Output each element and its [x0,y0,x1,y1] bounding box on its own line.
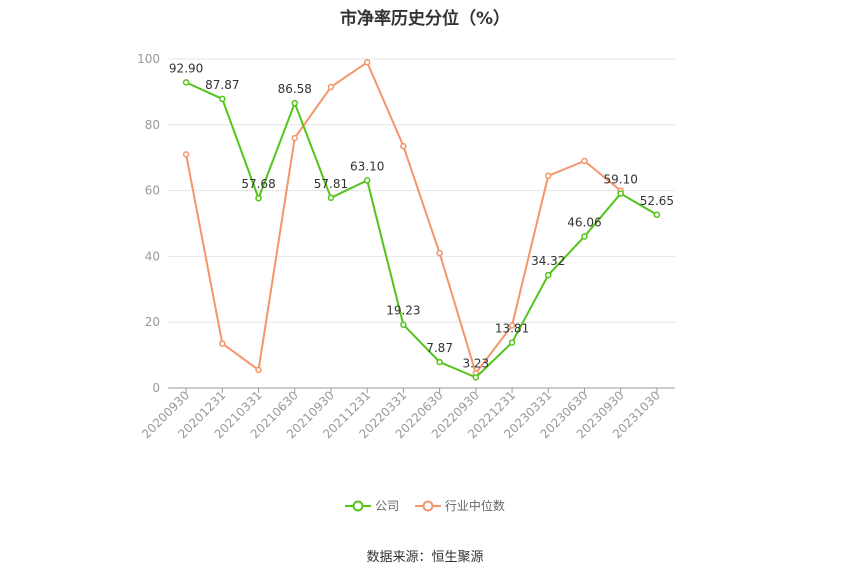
y-tick-label: 100 [137,52,160,66]
data-point [508,339,516,346]
data-point [363,177,371,184]
data-label: 92.90 [169,61,203,75]
data-point [545,172,552,180]
data-point [653,211,661,219]
legend-item-industry[interactable]: 行业中位数 [414,497,505,514]
legend-marker-company [345,500,372,511]
data-point [291,99,298,107]
data-point [400,142,407,150]
data-point [182,151,190,158]
data-point [291,134,298,142]
data-label: 7.87 [426,341,453,355]
data-point [327,194,335,202]
line-chart: 0204060801002020093020201231202103312021… [137,52,675,441]
data-label: 57.81 [314,177,348,191]
data-point [219,340,226,347]
data-source: 数据来源：恒生聚源 [366,550,484,565]
y-tick-label: 0 [152,381,160,395]
data-label: 63.10 [350,159,384,173]
data-label: 46.06 [567,215,601,229]
data-point [617,190,624,197]
y-tick-label: 20 [145,315,160,329]
y-tick-label: 60 [145,184,160,198]
legend-label-industry: 行业中位数 [444,499,505,513]
data-label: 57.68 [241,177,275,191]
data-label: 52.65 [640,194,674,208]
data-point [219,95,226,103]
series-line-0 [185,81,658,379]
data-point [472,374,480,381]
data-point [581,157,588,165]
legend: 公司 行业中位数 [0,497,850,515]
data-label: 34.32 [531,254,565,268]
data-label: 87.87 [205,78,239,92]
data-label: 19.23 [386,304,420,318]
data-label: 86.58 [278,82,312,96]
data-point [182,79,190,86]
data-label: 3.23 [462,356,489,370]
legend-item-company[interactable]: 公司 [345,497,399,514]
data-point [581,233,588,240]
data-label: 59.10 [603,173,637,187]
data-point [400,321,407,328]
chart-title: 市净率历史分位（%） [339,9,511,29]
data-point [255,366,262,374]
data-label: 13.81 [495,322,529,336]
data-point [508,322,516,329]
data-point [327,83,335,91]
data-point [255,194,262,202]
data-point [436,358,443,366]
y-tick-label: 80 [145,118,160,132]
data-point [436,249,443,257]
legend-label-company: 公司 [375,499,400,513]
data-point [545,271,552,279]
y-tick-label: 40 [145,249,160,263]
legend-marker-industry [414,500,441,511]
data-point [363,59,371,66]
